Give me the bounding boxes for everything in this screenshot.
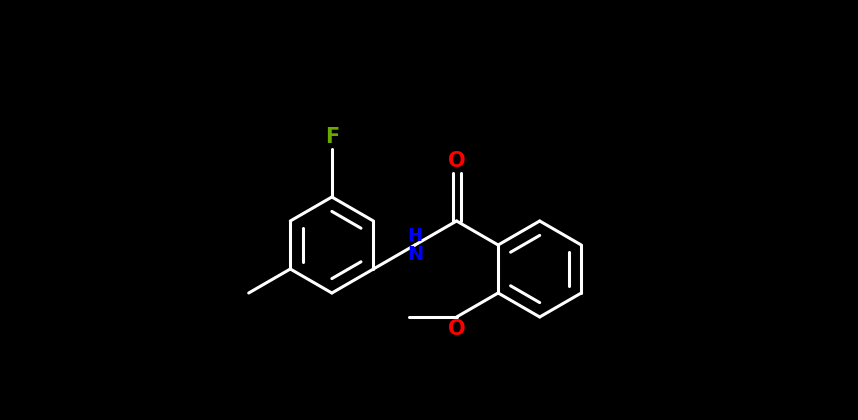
Text: F: F xyxy=(324,127,339,147)
Text: O: O xyxy=(448,151,465,171)
Text: N: N xyxy=(407,244,423,263)
Text: O: O xyxy=(448,319,465,339)
Text: H: H xyxy=(408,227,422,245)
